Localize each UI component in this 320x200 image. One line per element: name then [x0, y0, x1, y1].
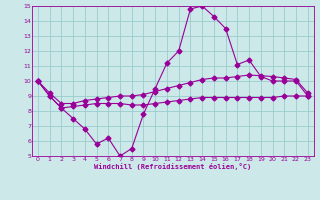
X-axis label: Windchill (Refroidissement éolien,°C): Windchill (Refroidissement éolien,°C) [94, 163, 252, 170]
